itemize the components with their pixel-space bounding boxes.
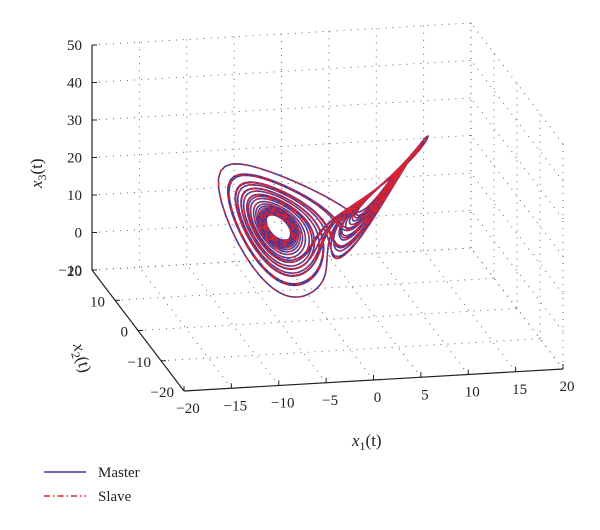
grid-line-side-z — [470, 210, 564, 332]
x-tick-label: 10 — [465, 385, 480, 401]
grid-line-back-z — [91, 210, 472, 233]
grid-line-back-z — [91, 60, 472, 83]
grid-line-floor-x — [281, 258, 374, 381]
z-tick-label: −10 — [59, 263, 82, 279]
chart-tick-labels: −20 −15 −10 −5 0 5 10 15 20−20−1001020−100102030… — [59, 38, 575, 417]
x-tick-label: −5 — [322, 393, 338, 409]
grid-line-floor-x — [233, 261, 327, 384]
x-tick-label: −20 — [176, 401, 199, 417]
chart-legend: Master Slave — [44, 465, 140, 505]
x-tick-label: 15 — [512, 382, 527, 398]
y-tick-label: 20 — [67, 264, 82, 280]
grid-line-side-z — [470, 97, 564, 220]
grid-line-side-z — [470, 22, 564, 145]
grid-line-back-z — [91, 135, 472, 158]
x-tick-label: −10 — [271, 396, 294, 412]
grid-line-floor-x — [375, 253, 469, 375]
y-axis-label: x2(t) — [66, 340, 95, 375]
z-tick-label: 0 — [75, 226, 83, 242]
chart-axes-box — [91, 45, 564, 392]
y-tick-label: 10 — [90, 294, 105, 310]
grid-line-floor-x — [328, 255, 422, 378]
z-tick-label: 30 — [67, 113, 82, 129]
x-tick-label: −15 — [224, 398, 247, 414]
grid-line-floor-x — [139, 266, 232, 389]
z-tick-label: 40 — [67, 76, 82, 92]
x-tick-label: 20 — [560, 379, 575, 395]
chart-series-group — [217, 135, 430, 298]
x-tick-label: 0 — [374, 390, 382, 406]
y-tick-label: −10 — [128, 355, 151, 371]
grid-line-floor-x — [423, 250, 516, 373]
grid-line-side-z — [470, 60, 564, 182]
x-axis-label: x1(t) — [351, 431, 382, 453]
z-tick-label: 10 — [67, 188, 82, 204]
grid-line-back-z — [91, 97, 472, 121]
grid-line-floor-y — [160, 338, 541, 362]
grid-line-back-z — [91, 22, 472, 46]
x-tick-label: 5 — [421, 387, 429, 403]
series-line-slave — [217, 135, 429, 298]
z-axis-label: x3(t) — [27, 158, 49, 189]
legend-label-slave: Slave — [98, 489, 132, 505]
legend-label-master: Master — [98, 465, 140, 481]
grid-line-floor-y — [114, 277, 495, 301]
grid-line-floor-y — [137, 308, 518, 331]
grid-line-side-z — [470, 247, 564, 370]
grid-line-side-z — [470, 135, 564, 257]
grid-line-floor-x — [186, 264, 280, 386]
y-tick-label: −20 — [151, 385, 174, 401]
y-tick-label: 0 — [121, 325, 129, 341]
chart-grid — [91, 22, 564, 392]
z-tick-label: 50 — [67, 38, 82, 54]
grid-line-side-z — [470, 172, 564, 295]
z-tick-label: 20 — [67, 151, 82, 167]
